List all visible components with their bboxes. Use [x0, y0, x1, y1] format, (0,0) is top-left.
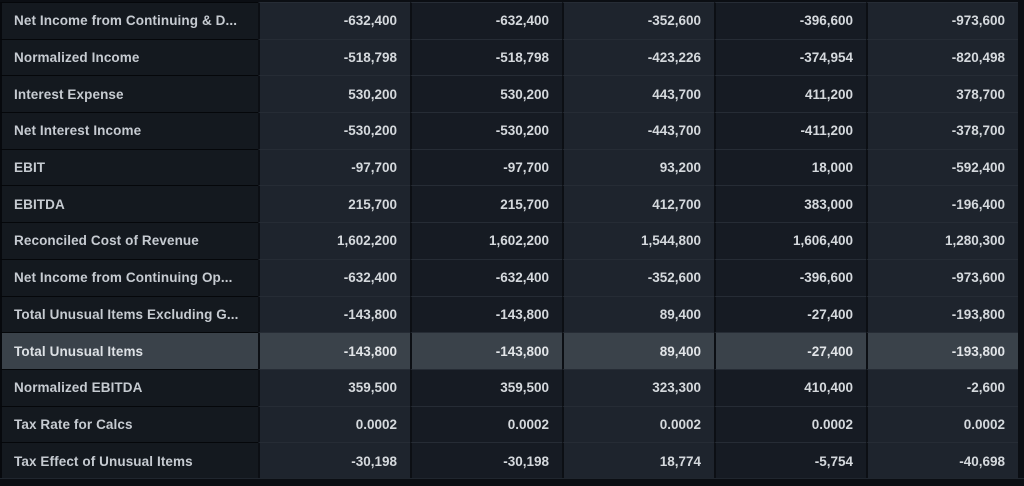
table-row[interactable]: Normalized EBITDA 359,500 359,500 323,300 41…: [0, 368, 1018, 406]
cell-value: 530,200: [410, 75, 562, 113]
cell-value: 0.0002: [714, 405, 866, 443]
table-row[interactable]: Total Unusual Items Excluding G... -143,8…: [0, 295, 1018, 333]
cell-value: -396,600: [714, 258, 866, 296]
cell-value: -352,600: [562, 2, 714, 39]
table-row[interactable]: Tax Effect of Unusual Items -30,198 -30,19…: [0, 442, 1018, 479]
cell-value: 359,500: [410, 368, 562, 406]
cell-value: -443,700: [562, 112, 714, 149]
cell-value: 215,700: [410, 185, 562, 223]
cell-value: -530,200: [410, 112, 562, 149]
cell-value: 0.0002: [258, 405, 410, 443]
cell-value: -632,400: [410, 2, 562, 39]
cell-value: 93,200: [562, 148, 714, 186]
cell-value: -143,800: [410, 332, 562, 369]
row-label: Net Income from Continuing & D...: [0, 2, 258, 39]
table-row[interactable]: Total Unusual Items -143,800 -143,800 89,40…: [0, 332, 1018, 369]
cell-value: 0.0002: [866, 405, 1018, 443]
row-label: Net Income from Continuing Op...: [0, 258, 258, 296]
cell-value: -592,400: [866, 148, 1018, 186]
cell-value: 323,300: [562, 368, 714, 406]
cell-value: -378,700: [866, 112, 1018, 149]
bottom-divider: [0, 478, 1024, 486]
cell-value: -530,200: [258, 112, 410, 149]
cell-value: 530,200: [258, 75, 410, 113]
cell-value: -97,700: [410, 148, 562, 186]
cell-value: -5,754: [714, 442, 866, 479]
cell-value: 1,602,200: [258, 222, 410, 259]
cell-value: 0.0002: [410, 405, 562, 443]
cell-value: -518,798: [410, 38, 562, 76]
cell-value: -632,400: [258, 2, 410, 39]
cell-value: 383,000: [714, 185, 866, 223]
row-label: Normalized EBITDA: [0, 368, 258, 406]
row-label: Net Interest Income: [0, 112, 258, 149]
cell-value: 378,700: [866, 75, 1018, 113]
cell-value: -820,498: [866, 38, 1018, 76]
cell-value: 411,200: [714, 75, 866, 113]
cell-value: -196,400: [866, 185, 1018, 223]
row-label: Total Unusual Items Excluding G...: [0, 295, 258, 333]
row-label: Tax Rate for Calcs: [0, 405, 258, 443]
cell-value: -973,600: [866, 2, 1018, 39]
cell-value: -973,600: [866, 258, 1018, 296]
cell-value: -143,800: [258, 295, 410, 333]
cell-value: -632,400: [410, 258, 562, 296]
cell-value: 359,500: [258, 368, 410, 406]
row-label: Normalized Income: [0, 38, 258, 76]
cell-value: -423,226: [562, 38, 714, 76]
cell-value: 1,280,300: [866, 222, 1018, 259]
cell-value: -518,798: [258, 38, 410, 76]
table-row[interactable]: EBITDA 215,700 215,700 412,700 383,000 -196,4…: [0, 185, 1018, 223]
table-row[interactable]: Normalized Income -518,798 -518,798 -423,22…: [0, 38, 1018, 76]
cell-value: 89,400: [562, 295, 714, 333]
table-row[interactable]: EBIT -97,700 -97,700 93,200 18,000 -592,400: [0, 148, 1018, 186]
table-row[interactable]: Tax Rate for Calcs 0.0002 0.0002 0.0002 0.00…: [0, 405, 1018, 443]
cell-value: -97,700: [258, 148, 410, 186]
cell-value: 215,700: [258, 185, 410, 223]
cell-value: -374,954: [714, 38, 866, 76]
right-margin: [1018, 0, 1024, 486]
table-row[interactable]: Net Income from Continuing Op... -632,400…: [0, 258, 1018, 296]
cell-value: 412,700: [562, 185, 714, 223]
cell-value: -30,198: [258, 442, 410, 479]
cell-value: 443,700: [562, 75, 714, 113]
row-label: Total Unusual Items: [0, 332, 258, 369]
cell-value: 1,606,400: [714, 222, 866, 259]
table-row[interactable]: Interest Expense 530,200 530,200 443,700 411…: [0, 75, 1018, 113]
cell-value: -40,698: [866, 442, 1018, 479]
financials-table: Net Income from Continuing & D... -632,40…: [0, 2, 1018, 479]
table-row[interactable]: Net Income from Continuing & D... -632,40…: [0, 2, 1018, 39]
row-label: EBITDA: [0, 185, 258, 223]
row-label: Tax Effect of Unusual Items: [0, 442, 258, 479]
cell-value: -143,800: [258, 332, 410, 369]
row-label: Reconciled Cost of Revenue: [0, 222, 258, 259]
cell-value: -2,600: [866, 368, 1018, 406]
cell-value: 1,602,200: [410, 222, 562, 259]
cell-value: 1,544,800: [562, 222, 714, 259]
cell-value: -193,800: [866, 295, 1018, 333]
cell-value: 18,000: [714, 148, 866, 186]
cell-value: -27,400: [714, 332, 866, 369]
cell-value: -30,198: [410, 442, 562, 479]
cell-value: -143,800: [410, 295, 562, 333]
row-label: EBIT: [0, 148, 258, 186]
cell-value: -193,800: [866, 332, 1018, 369]
cell-value: 0.0002: [562, 405, 714, 443]
cell-value: 89,400: [562, 332, 714, 369]
table-row[interactable]: Net Interest Income -530,200 -530,200 -443,…: [0, 112, 1018, 149]
cell-value: -396,600: [714, 2, 866, 39]
cell-value: -632,400: [258, 258, 410, 296]
table-row[interactable]: Reconciled Cost of Revenue 1,602,200 1,602…: [0, 222, 1018, 259]
cell-value: -411,200: [714, 112, 866, 149]
row-label: Interest Expense: [0, 75, 258, 113]
cell-value: -27,400: [714, 295, 866, 333]
cell-value: 18,774: [562, 442, 714, 479]
cell-value: -352,600: [562, 258, 714, 296]
cell-value: 410,400: [714, 368, 866, 406]
